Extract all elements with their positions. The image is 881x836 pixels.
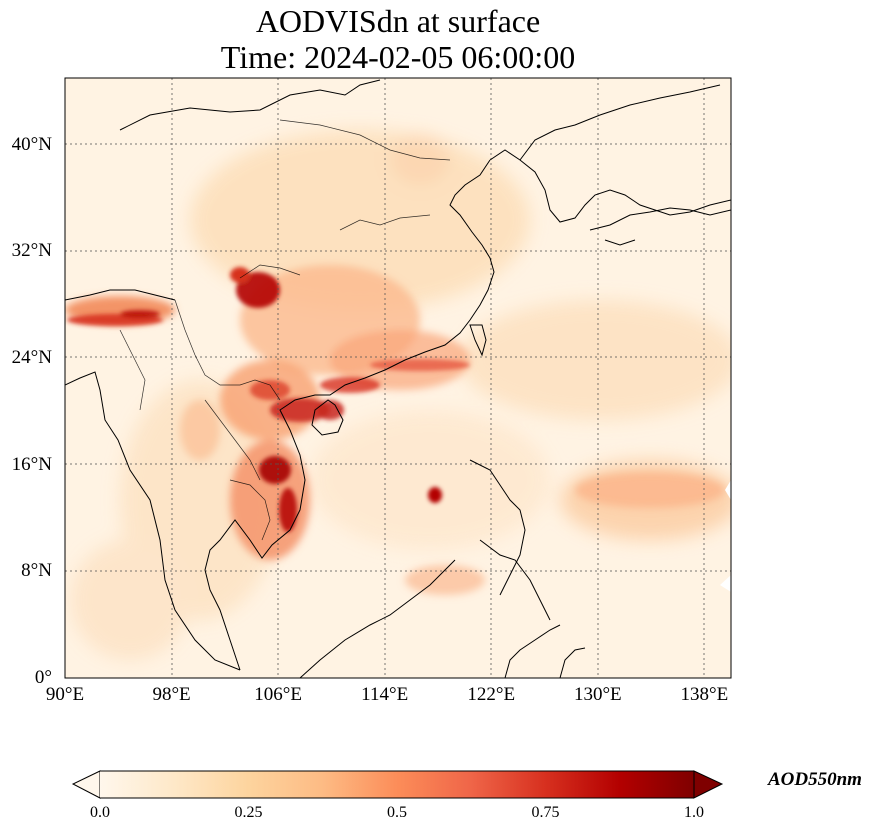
- domain-edge: [720, 480, 731, 592]
- colorbar-tick: 0.75: [531, 804, 560, 821]
- lat-tick-label: 24°N: [11, 347, 52, 368]
- colorbar-tick: 0.25: [234, 804, 263, 821]
- lat-tick-label: 8°N: [21, 560, 52, 582]
- colorbar-gradient: [100, 771, 694, 798]
- colorbar-extend-max: [693, 770, 724, 799]
- colorbar-tick: 0.0: [90, 804, 110, 821]
- lat-tick-label: 40°N: [11, 133, 52, 155]
- map-title: AODVISdn at surface: [255, 3, 541, 39]
- lat-tick-label: 0°: [34, 667, 52, 688]
- colorbar-tick: 1.0: [684, 804, 704, 821]
- colorbar-label: AOD550nm: [768, 769, 862, 790]
- lon-tick-label: 130°E: [573, 684, 622, 705]
- aod-field-high: [67, 267, 470, 532]
- country-borders: [119, 119, 451, 541]
- lon-tick-label: 106°E: [254, 684, 302, 705]
- map-frame-border: [64, 77, 732, 679]
- lat-tick-label: 32°N: [11, 240, 52, 262]
- lon-tick-label: 114°E: [361, 684, 409, 705]
- lon-tick-label: 90°E: [45, 684, 85, 705]
- gridlines: [65, 78, 731, 678]
- coastlines: [65, 79, 731, 678]
- lon-tick-label: 138°E: [680, 684, 729, 705]
- map-subtitle-time: Time: 2024-02-05 06:00:00: [220, 39, 576, 75]
- lat-tick-label: 16°N: [11, 453, 52, 475]
- colorbar-extend-min: [71, 770, 101, 799]
- lon-tick-label: 122°E: [467, 684, 516, 705]
- colorbar-tick: 0.5: [387, 804, 407, 821]
- lon-tick-label: 98°E: [152, 684, 191, 705]
